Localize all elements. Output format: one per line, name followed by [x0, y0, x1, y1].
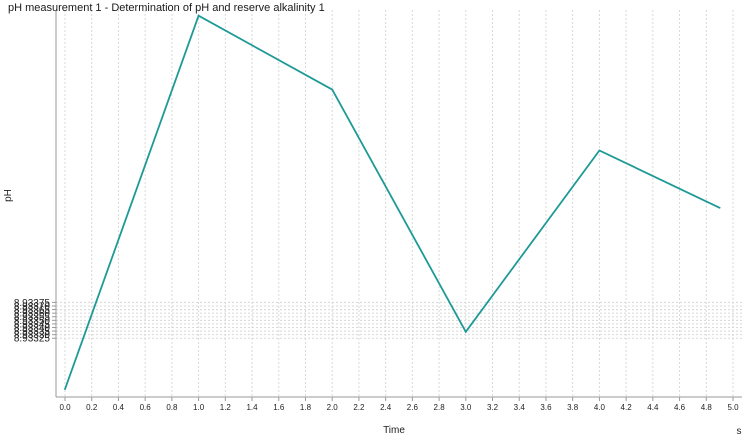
- x-tick-label: 1.0: [193, 403, 205, 412]
- x-axis-label: Time: [383, 425, 405, 436]
- x-tick-label: 3.8: [567, 403, 579, 412]
- x-tick-label: 2.6: [407, 403, 419, 412]
- x-tick-label: 1.2: [220, 403, 232, 412]
- x-tick-label: 0.2: [86, 403, 98, 412]
- x-tick-label: 5.0: [727, 403, 739, 412]
- x-tick-label: 2.0: [327, 403, 339, 412]
- x-tick-label: 3.6: [540, 403, 552, 412]
- y-tick-label: 8.93335: [14, 327, 51, 338]
- y-tick-label: 8.93375: [14, 298, 51, 309]
- series-layer: [64, 14, 721, 391]
- x-tick-label: 4.0: [594, 403, 606, 412]
- x-tick-labels: 0.0 0.2 0.4 0.6 0.8 1.0 1.2 1.4 1.6 1.8 2.0 2.2 2.4 2…: [59, 403, 739, 412]
- data-point: [331, 88, 334, 91]
- x-tick-label: 4.2: [621, 403, 633, 412]
- x-tick-label: 1.6: [273, 403, 285, 412]
- x-tick-label: 1.8: [300, 403, 312, 412]
- grid-layer: [56, 10, 742, 397]
- y-tick-label: 8.93345: [14, 319, 51, 330]
- x-tick-label: 0.8: [166, 403, 178, 412]
- data-point: [197, 14, 200, 17]
- y-tick-label: 8.93340: [14, 323, 51, 334]
- x-tick-label: 0.6: [140, 403, 152, 412]
- series-line: [64, 14, 721, 390]
- x-tick-label: 2.2: [353, 403, 365, 412]
- x-axis-unit: s: [737, 426, 742, 437]
- data-point: [718, 206, 721, 209]
- y-tick-label: 8.93365: [14, 305, 51, 316]
- y-tick-label: 8.93360: [14, 309, 51, 320]
- x-tick-label: 2.4: [380, 403, 392, 412]
- y-tick-labels: 8.933258.933308.933358.933408.933458.933…: [14, 298, 51, 345]
- data-point: [598, 149, 601, 152]
- x-tick-label: 1.4: [246, 403, 258, 412]
- x-tick-label: 3.4: [514, 403, 526, 412]
- x-tick-label: 0.4: [113, 403, 125, 412]
- y-tick-label: 8.93330: [14, 330, 51, 341]
- data-point: [64, 388, 66, 391]
- x-tick-label: 2.8: [434, 403, 446, 412]
- y-tick-label: 8.93325: [14, 334, 51, 345]
- x-tick-label: 4.8: [701, 403, 713, 412]
- y-axis-label: pH: [3, 189, 14, 202]
- y-tick-label: 8.93350: [14, 316, 51, 327]
- y-tick-label: 8.93370: [14, 301, 51, 312]
- x-tick-label: 3.0: [460, 403, 472, 412]
- axes-layer: [52, 10, 742, 401]
- chart-title: pH measurement 1 - Determination of pH a…: [8, 2, 325, 14]
- y-tick-label: 8.93355: [14, 312, 51, 323]
- x-tick-label: 4.6: [674, 403, 686, 412]
- data-point: [464, 330, 467, 333]
- x-tick-label: 0.0: [59, 403, 71, 412]
- x-tick-label: 4.4: [647, 403, 659, 412]
- x-tick-label: 3.2: [487, 403, 499, 412]
